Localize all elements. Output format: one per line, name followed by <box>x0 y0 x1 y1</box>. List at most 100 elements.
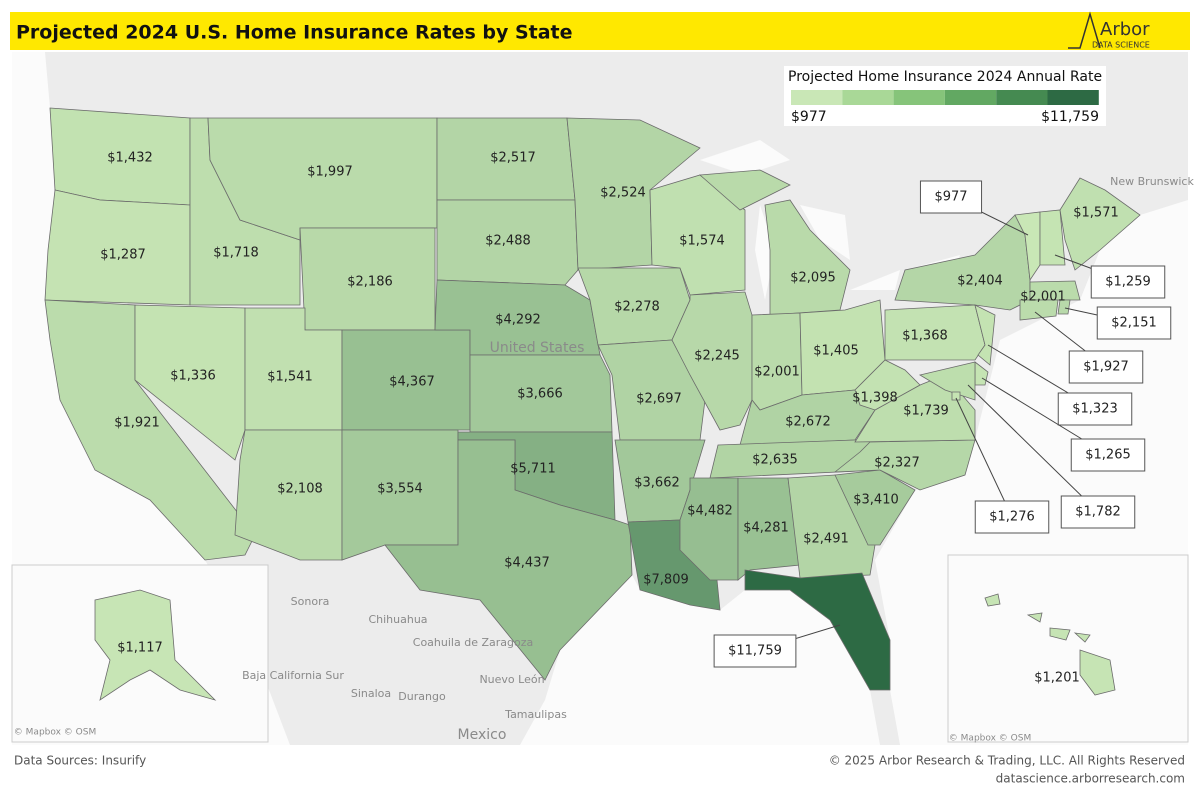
value-label: $1,287 <box>100 248 146 263</box>
value-label: $2,517 <box>490 151 536 166</box>
state <box>1057 299 1071 315</box>
callout-box <box>919 180 983 214</box>
state <box>384 439 633 681</box>
value-label: $1,541 <box>267 370 313 385</box>
regions <box>44 107 1141 701</box>
value-label: $1,368 <box>902 329 948 344</box>
legend-step <box>842 90 894 105</box>
logo-sub: DATA SCIENCE <box>1092 41 1150 50</box>
value-label: $1,405 <box>813 344 859 359</box>
source: Data Sources: Insurify <box>14 754 146 768</box>
state <box>1029 280 1081 301</box>
value-label: $2,672 <box>785 415 831 430</box>
state <box>834 469 916 546</box>
state <box>1049 627 1071 641</box>
value-label: $2,108 <box>277 482 323 497</box>
base-map-label: Nuevo León <box>479 673 544 686</box>
legend-step <box>791 90 843 105</box>
callout-line <box>955 397 1013 518</box>
legend-max: $11,759 <box>1041 109 1099 125</box>
value-label: $3,554 <box>377 482 423 497</box>
value-label: $2,635 <box>752 453 798 468</box>
state <box>744 569 891 691</box>
value-label: $2,095 <box>790 271 836 286</box>
legend-step <box>944 90 997 105</box>
value-label: $2,278 <box>614 300 660 315</box>
value-label: $5,711 <box>510 462 556 477</box>
value-label: $3,662 <box>634 476 680 491</box>
state <box>751 312 803 411</box>
value-label: $1,259 <box>1105 275 1151 290</box>
state <box>984 593 1001 607</box>
value-label: $4,437 <box>504 556 550 571</box>
value-label: $1,571 <box>1073 206 1119 221</box>
state <box>699 169 791 211</box>
state <box>1073 632 1091 643</box>
state <box>737 477 801 581</box>
value-label: $3,666 <box>517 387 563 402</box>
base-map-label: Coahuila de Zaragoza <box>413 636 533 649</box>
callout-box <box>1060 495 1136 529</box>
value-label: $1,323 <box>1072 402 1118 417</box>
value-label: $2,151 <box>1111 316 1157 331</box>
value-label: $2,245 <box>694 349 740 364</box>
value-label: $4,281 <box>743 521 789 536</box>
state <box>764 199 851 316</box>
callout-box <box>1070 438 1146 472</box>
value-label: $4,482 <box>687 504 733 519</box>
callout-box <box>1057 392 1133 426</box>
callout-box <box>1090 265 1166 299</box>
value-label: $1,276 <box>989 510 1035 525</box>
value-label: $1,921 <box>114 416 160 431</box>
base-map-label: New Brunswick <box>1110 175 1194 188</box>
value-label: $11,759 <box>728 644 782 659</box>
state <box>134 304 246 461</box>
state <box>1079 649 1116 696</box>
callout-box <box>713 634 797 668</box>
legend-min: $977 <box>791 109 827 125</box>
value-label: $1,336 <box>170 369 216 384</box>
value-label: $1,265 <box>1085 448 1131 463</box>
state <box>1026 612 1043 623</box>
value-label: $2,697 <box>636 392 682 407</box>
state <box>918 361 976 401</box>
base-map-label: Mexico <box>458 727 507 743</box>
base-map-label: United States <box>490 340 585 356</box>
base-map-label: © Mapbox © OSM <box>14 728 96 738</box>
callout-box <box>974 500 1050 534</box>
value-label: $2,327 <box>874 456 920 471</box>
value-label: $977 <box>934 190 967 205</box>
hawaii-inset <box>947 554 1189 743</box>
state <box>671 291 753 431</box>
callout-box <box>1096 306 1172 340</box>
value-label: $3,410 <box>853 493 899 508</box>
state <box>94 589 217 701</box>
legend-title: Projected Home Insurance 2024 Annual Rat… <box>788 69 1102 85</box>
state <box>1014 211 1041 282</box>
state <box>469 354 613 433</box>
base-map-label: Sonora <box>291 595 330 608</box>
base-map-label: Sinaloa <box>351 687 391 700</box>
value-label: $1,574 <box>679 234 725 249</box>
great-lakes <box>700 140 960 300</box>
state <box>974 304 996 366</box>
state <box>1019 299 1059 321</box>
value-label: $2,001 <box>1020 290 1066 305</box>
base-map-label: Durango <box>398 690 446 703</box>
value-label: $1,927 <box>1083 360 1129 375</box>
website: datascience.arborresearch.com <box>996 772 1185 786</box>
callout-line <box>967 384 1099 513</box>
base-map-label: Tamaulipas <box>504 708 567 721</box>
legend: Projected Home Insurance 2024 Annual Rat… <box>784 66 1106 126</box>
value-label: $1,739 <box>903 404 949 419</box>
header-bar <box>10 12 1190 50</box>
value-label: $2,491 <box>803 532 849 547</box>
legend-step <box>996 90 1048 105</box>
value-label: $2,404 <box>957 274 1003 289</box>
base-map-label: Chihuahua <box>368 613 427 626</box>
value-label: $1,432 <box>107 151 153 166</box>
state <box>1059 177 1141 271</box>
base-map-label: © Mapbox © OSM <box>949 734 1031 744</box>
state <box>436 199 579 286</box>
